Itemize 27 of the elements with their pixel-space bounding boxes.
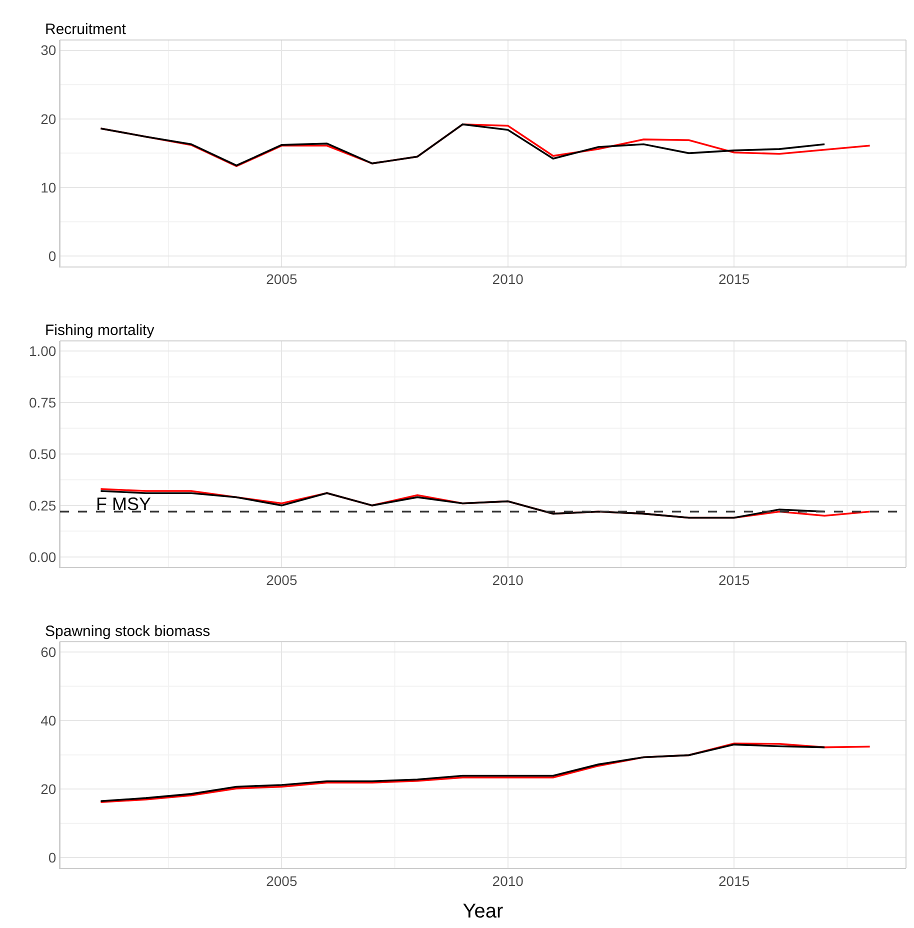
y-tick-label: 20 bbox=[40, 781, 56, 798]
x-tick-label: 2005 bbox=[266, 271, 298, 288]
x-tick-label: 2010 bbox=[492, 271, 524, 288]
ref-line-label: F MSY bbox=[96, 494, 152, 514]
x-tick-label: 2010 bbox=[492, 872, 524, 889]
x-axis-title: Year bbox=[462, 900, 504, 922]
y-tick-label: 20 bbox=[40, 110, 56, 127]
x-tick-label: 2005 bbox=[266, 872, 298, 889]
y-tick-label: 1.00 bbox=[28, 343, 56, 360]
y-tick-label: 0.50 bbox=[28, 446, 56, 462]
x-tick-label: 2005 bbox=[266, 572, 298, 588]
x-tick-label: 2015 bbox=[718, 872, 750, 889]
x-tick-label: 2015 bbox=[718, 572, 750, 588]
y-tick-label: 0 bbox=[48, 248, 56, 264]
y-tick-label: 60 bbox=[40, 644, 56, 660]
chart-title: Fishing mortality bbox=[45, 322, 155, 339]
y-tick-label: 0 bbox=[48, 850, 56, 866]
y-tick-label: 40 bbox=[40, 712, 56, 728]
y-tick-label: 10 bbox=[40, 179, 56, 196]
y-tick-label: 0.75 bbox=[28, 394, 56, 410]
y-tick-label: 0.00 bbox=[28, 548, 56, 565]
chart-title: Spawning stock biomass bbox=[45, 623, 210, 640]
x-tick-label: 2015 bbox=[718, 271, 750, 288]
y-tick-label: 30 bbox=[40, 42, 56, 58]
chart-title: Recruitment bbox=[45, 21, 127, 38]
y-tick-label: 0.25 bbox=[28, 497, 56, 514]
x-tick-label: 2010 bbox=[492, 572, 524, 588]
